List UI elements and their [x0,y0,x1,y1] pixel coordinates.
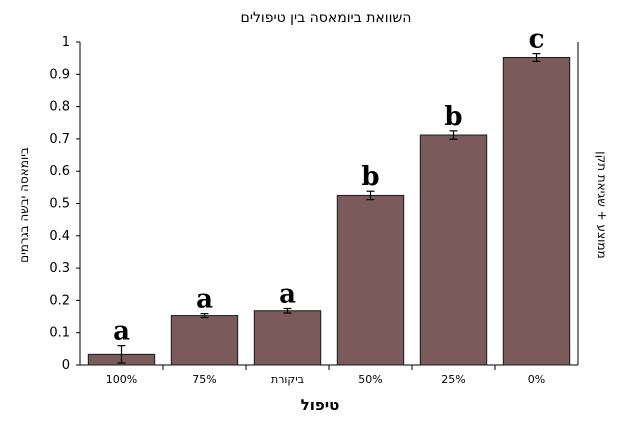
y-ticks: 0 0.1 0.2 0.3 0.4 0.5 0.6 0.7 0.8 0.9 1 [49,35,80,373]
significance-letters: a a a b b c [113,25,544,347]
y-tick-label: 0.5 [49,197,70,212]
x-tick-label: 50% [358,373,382,386]
x-tick-label: 0% [528,373,545,386]
y-tick-label: 0.8 [49,100,70,115]
y-tick-label: 0.1 [49,326,70,341]
significance-letter: b [444,102,462,132]
bar [170,315,239,366]
x-tick-label: 25% [441,373,465,386]
y-tick-label: 0.9 [49,67,70,82]
bar [419,134,488,366]
y-tick-label: 0.6 [49,164,70,179]
bars [87,53,571,366]
y-axis-label: ביומאסה יבשה בגרמים [17,147,31,263]
bar [502,57,571,366]
x-tick-label: ביקורת [271,373,304,386]
x-categories: 100% 75% ביקורת 50% 25% 0% [106,365,545,386]
y-tick-label: 0.7 [49,132,70,147]
y-tick-label: 0.3 [49,261,70,276]
significance-letter: a [196,285,213,315]
x-tick-label: 75% [192,373,216,386]
y-tick-label: 0 [62,358,70,373]
y-tick-label: 0.4 [49,229,70,244]
significance-letter: a [279,279,296,309]
significance-letter: c [529,25,545,55]
y-tick-label: 1 [62,35,70,50]
x-axis-label: טיפול [301,396,340,414]
y-axis-label-right: ממוצע + שגיאת תקן [595,151,609,258]
chart-title: השוואת ביומאסה בין טיפולים [241,10,412,26]
significance-letter: a [113,317,130,347]
bar [253,310,322,366]
significance-letter: b [361,162,379,192]
bar [336,194,405,366]
x-tick-label: 100% [106,373,137,386]
y-tick-label: 0.2 [49,293,70,308]
